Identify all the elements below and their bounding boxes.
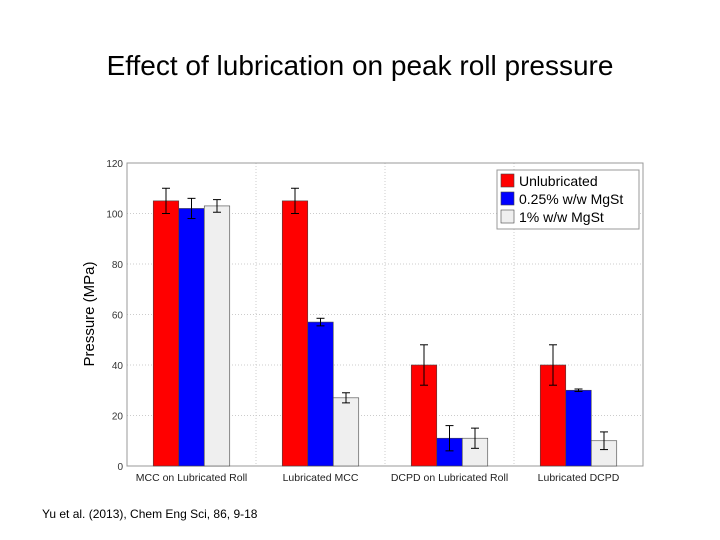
y-tick-label: 120 [106, 159, 123, 170]
citation: Yu et al. (2013), Chem Eng Sci, 86, 9-18 [42, 507, 258, 521]
bar [307, 321, 334, 467]
bar [332, 397, 360, 467]
bar [203, 205, 231, 467]
legend-label: 1% w/w MgSt [519, 209, 604, 225]
y-tick-label: 40 [112, 361, 124, 372]
x-axis: MCC on Lubricated Roll Lubricated MCC DCPD… [136, 472, 620, 484]
legend-label: Unlubricated [519, 173, 598, 189]
y-tick-label: 20 [112, 412, 124, 423]
y-tick-label: 60 [112, 311, 124, 322]
y-axis-label: Pressure (MPa) [81, 261, 98, 366]
legend-swatch [500, 209, 515, 224]
y-axis: 0 20 40 60 80 100 120 [106, 159, 123, 473]
x-tick-label: DCPD on Lubricated Roll [391, 472, 508, 484]
x-tick-label: Lubricated MCC [283, 472, 359, 484]
slide-title: Effect of lubrication on peak roll press… [106, 50, 614, 81]
y-tick-label: 0 [117, 462, 123, 473]
bars [152, 187, 618, 467]
y-tick-label: 80 [112, 260, 124, 271]
legend: Unlubricated 0.25% w/w MgSt 1% w/w MgSt [496, 169, 640, 230]
legend-box [496, 169, 640, 230]
x-tick-label: MCC on Lubricated Roll [136, 472, 247, 484]
legend-label: 0.25% w/w MgSt [519, 191, 623, 207]
bar [565, 389, 592, 467]
y-tick-label: 100 [106, 210, 123, 221]
legend-swatch [500, 191, 515, 206]
x-tick-label: Lubricated DCPD [538, 472, 620, 484]
plot-frame [126, 162, 644, 467]
bar [281, 200, 309, 467]
bar [178, 208, 205, 467]
bar [152, 200, 180, 467]
legend-swatch [500, 173, 515, 188]
